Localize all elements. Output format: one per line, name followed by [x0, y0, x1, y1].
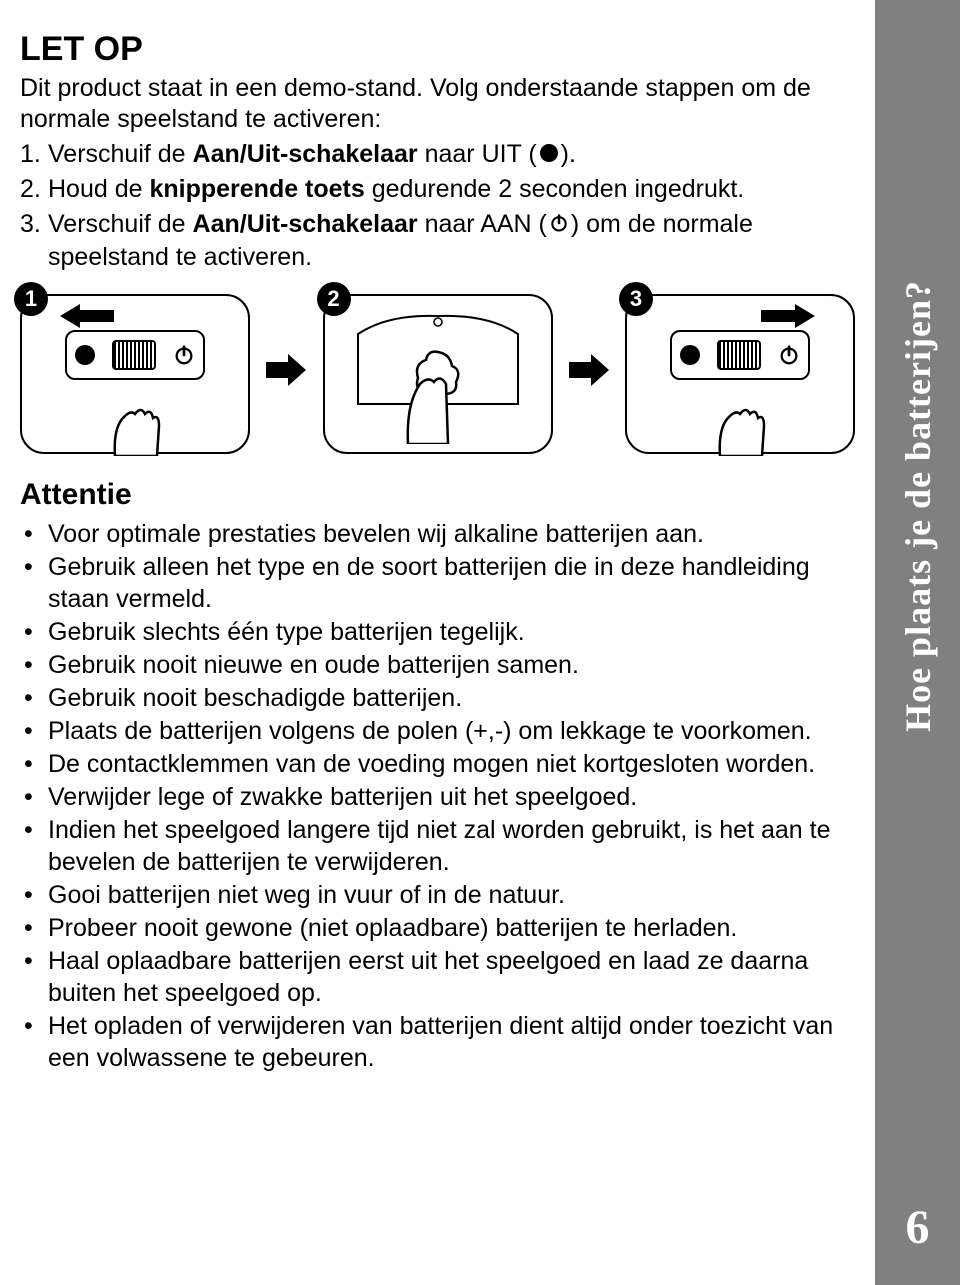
list-item: •Gebruik slechts één type batterijen teg… — [24, 616, 855, 648]
step-text: Houd de knipperende toets gedurende 2 se… — [48, 173, 855, 206]
step-number: 3. — [20, 208, 48, 274]
arrow-right-icon — [266, 349, 306, 399]
diagram-badge-3: 3 — [619, 282, 653, 316]
list-item: •Het opladen of verwijderen van batterij… — [24, 1010, 855, 1074]
main-content: LET OP Dit product staat in een demo-sta… — [0, 0, 875, 1285]
bullet-dot: • — [24, 945, 48, 1009]
step-3: 3. Verschuif de Aan/Uit-schakelaar naar … — [20, 208, 855, 274]
list-item: •Verwijder lege of zwakke batterijen uit… — [24, 781, 855, 813]
page-number: 6 — [906, 1200, 930, 1255]
list-item: •Haal oplaadbare batterijen eerst uit he… — [24, 945, 855, 1009]
step-number: 2. — [20, 173, 48, 206]
list-item: •Probeer nooit gewone (niet oplaadbare) … — [24, 912, 855, 944]
list-item: •Gebruik nooit beschadigde batterijen. — [24, 682, 855, 714]
step-text: Verschuif de Aan/Uit-schakelaar naar AAN… — [48, 208, 855, 274]
page-container: LET OP Dit product staat in een demo-sta… — [0, 0, 960, 1285]
bullet-dot: • — [24, 616, 48, 648]
hand-icon — [700, 386, 780, 456]
bullet-dot: • — [24, 715, 48, 747]
bullet-dot: • — [24, 912, 48, 944]
list-item: •Plaats de batterijen volgens de polen (… — [24, 715, 855, 747]
arrow-right-icon — [569, 349, 609, 399]
off-dot-icon — [680, 345, 700, 365]
diagram-panel-3: 3 — [625, 294, 855, 454]
bullet-dot: • — [24, 814, 48, 878]
switch-illustration — [670, 330, 810, 380]
power-icon — [549, 209, 569, 242]
power-icon — [778, 344, 800, 366]
bullet-dot: • — [24, 649, 48, 681]
diagram-panel-1: 1 — [20, 294, 250, 454]
steps-list: 1. Verschuif de Aan/Uit-schakelaar naar … — [20, 138, 855, 274]
bullet-dot: • — [24, 682, 48, 714]
sidebar: Hoe plaats je de batterijen? 6 — [875, 0, 960, 1285]
power-icon — [173, 344, 195, 366]
list-item: •Voor optimale prestaties bevelen wij al… — [24, 518, 855, 550]
attentie-heading: Attentie — [20, 478, 855, 512]
step-1: 1. Verschuif de Aan/Uit-schakelaar naar … — [20, 138, 855, 172]
bullet-dot: • — [24, 781, 48, 813]
step-text: Verschuif de Aan/Uit-schakelaar naar UIT… — [48, 138, 855, 172]
slider-icon — [112, 340, 156, 370]
press-button-illustration — [325, 296, 551, 452]
bullet-dot: • — [24, 879, 48, 911]
list-item: •Gooi batterijen niet weg in vuur of in … — [24, 879, 855, 911]
list-item: •De contactklemmen van de voeding mogen … — [24, 748, 855, 780]
list-item: •Indien het speelgoed langere tijd niet … — [24, 814, 855, 878]
list-item: •Gebruik nooit nieuwe en oude batterijen… — [24, 649, 855, 681]
step-number: 1. — [20, 138, 48, 172]
solid-circle-icon — [539, 139, 559, 172]
heading-let-op: LET OP — [20, 30, 855, 69]
diagram-row: 1 2 — [20, 294, 855, 454]
diagram-panel-2: 2 — [323, 294, 553, 454]
diagram-badge-1: 1 — [14, 282, 48, 316]
bullet-dot: • — [24, 748, 48, 780]
bullet-dot: • — [24, 551, 48, 615]
intro-paragraph: Dit product staat in een demo-stand. Vol… — [20, 73, 855, 136]
list-item: •Gebruik alleen het type en de soort bat… — [24, 551, 855, 615]
off-dot-icon — [75, 345, 95, 365]
attentie-bullet-list: •Voor optimale prestaties bevelen wij al… — [20, 518, 855, 1074]
bullet-dot: • — [24, 518, 48, 550]
hand-icon — [95, 386, 175, 456]
sidebar-section-title: Hoe plaats je de batterijen? — [897, 280, 939, 732]
switch-illustration — [65, 330, 205, 380]
slider-icon — [717, 340, 761, 370]
bullet-dot: • — [24, 1010, 48, 1074]
step-2: 2. Houd de knipperende toets gedurende 2… — [20, 173, 855, 206]
